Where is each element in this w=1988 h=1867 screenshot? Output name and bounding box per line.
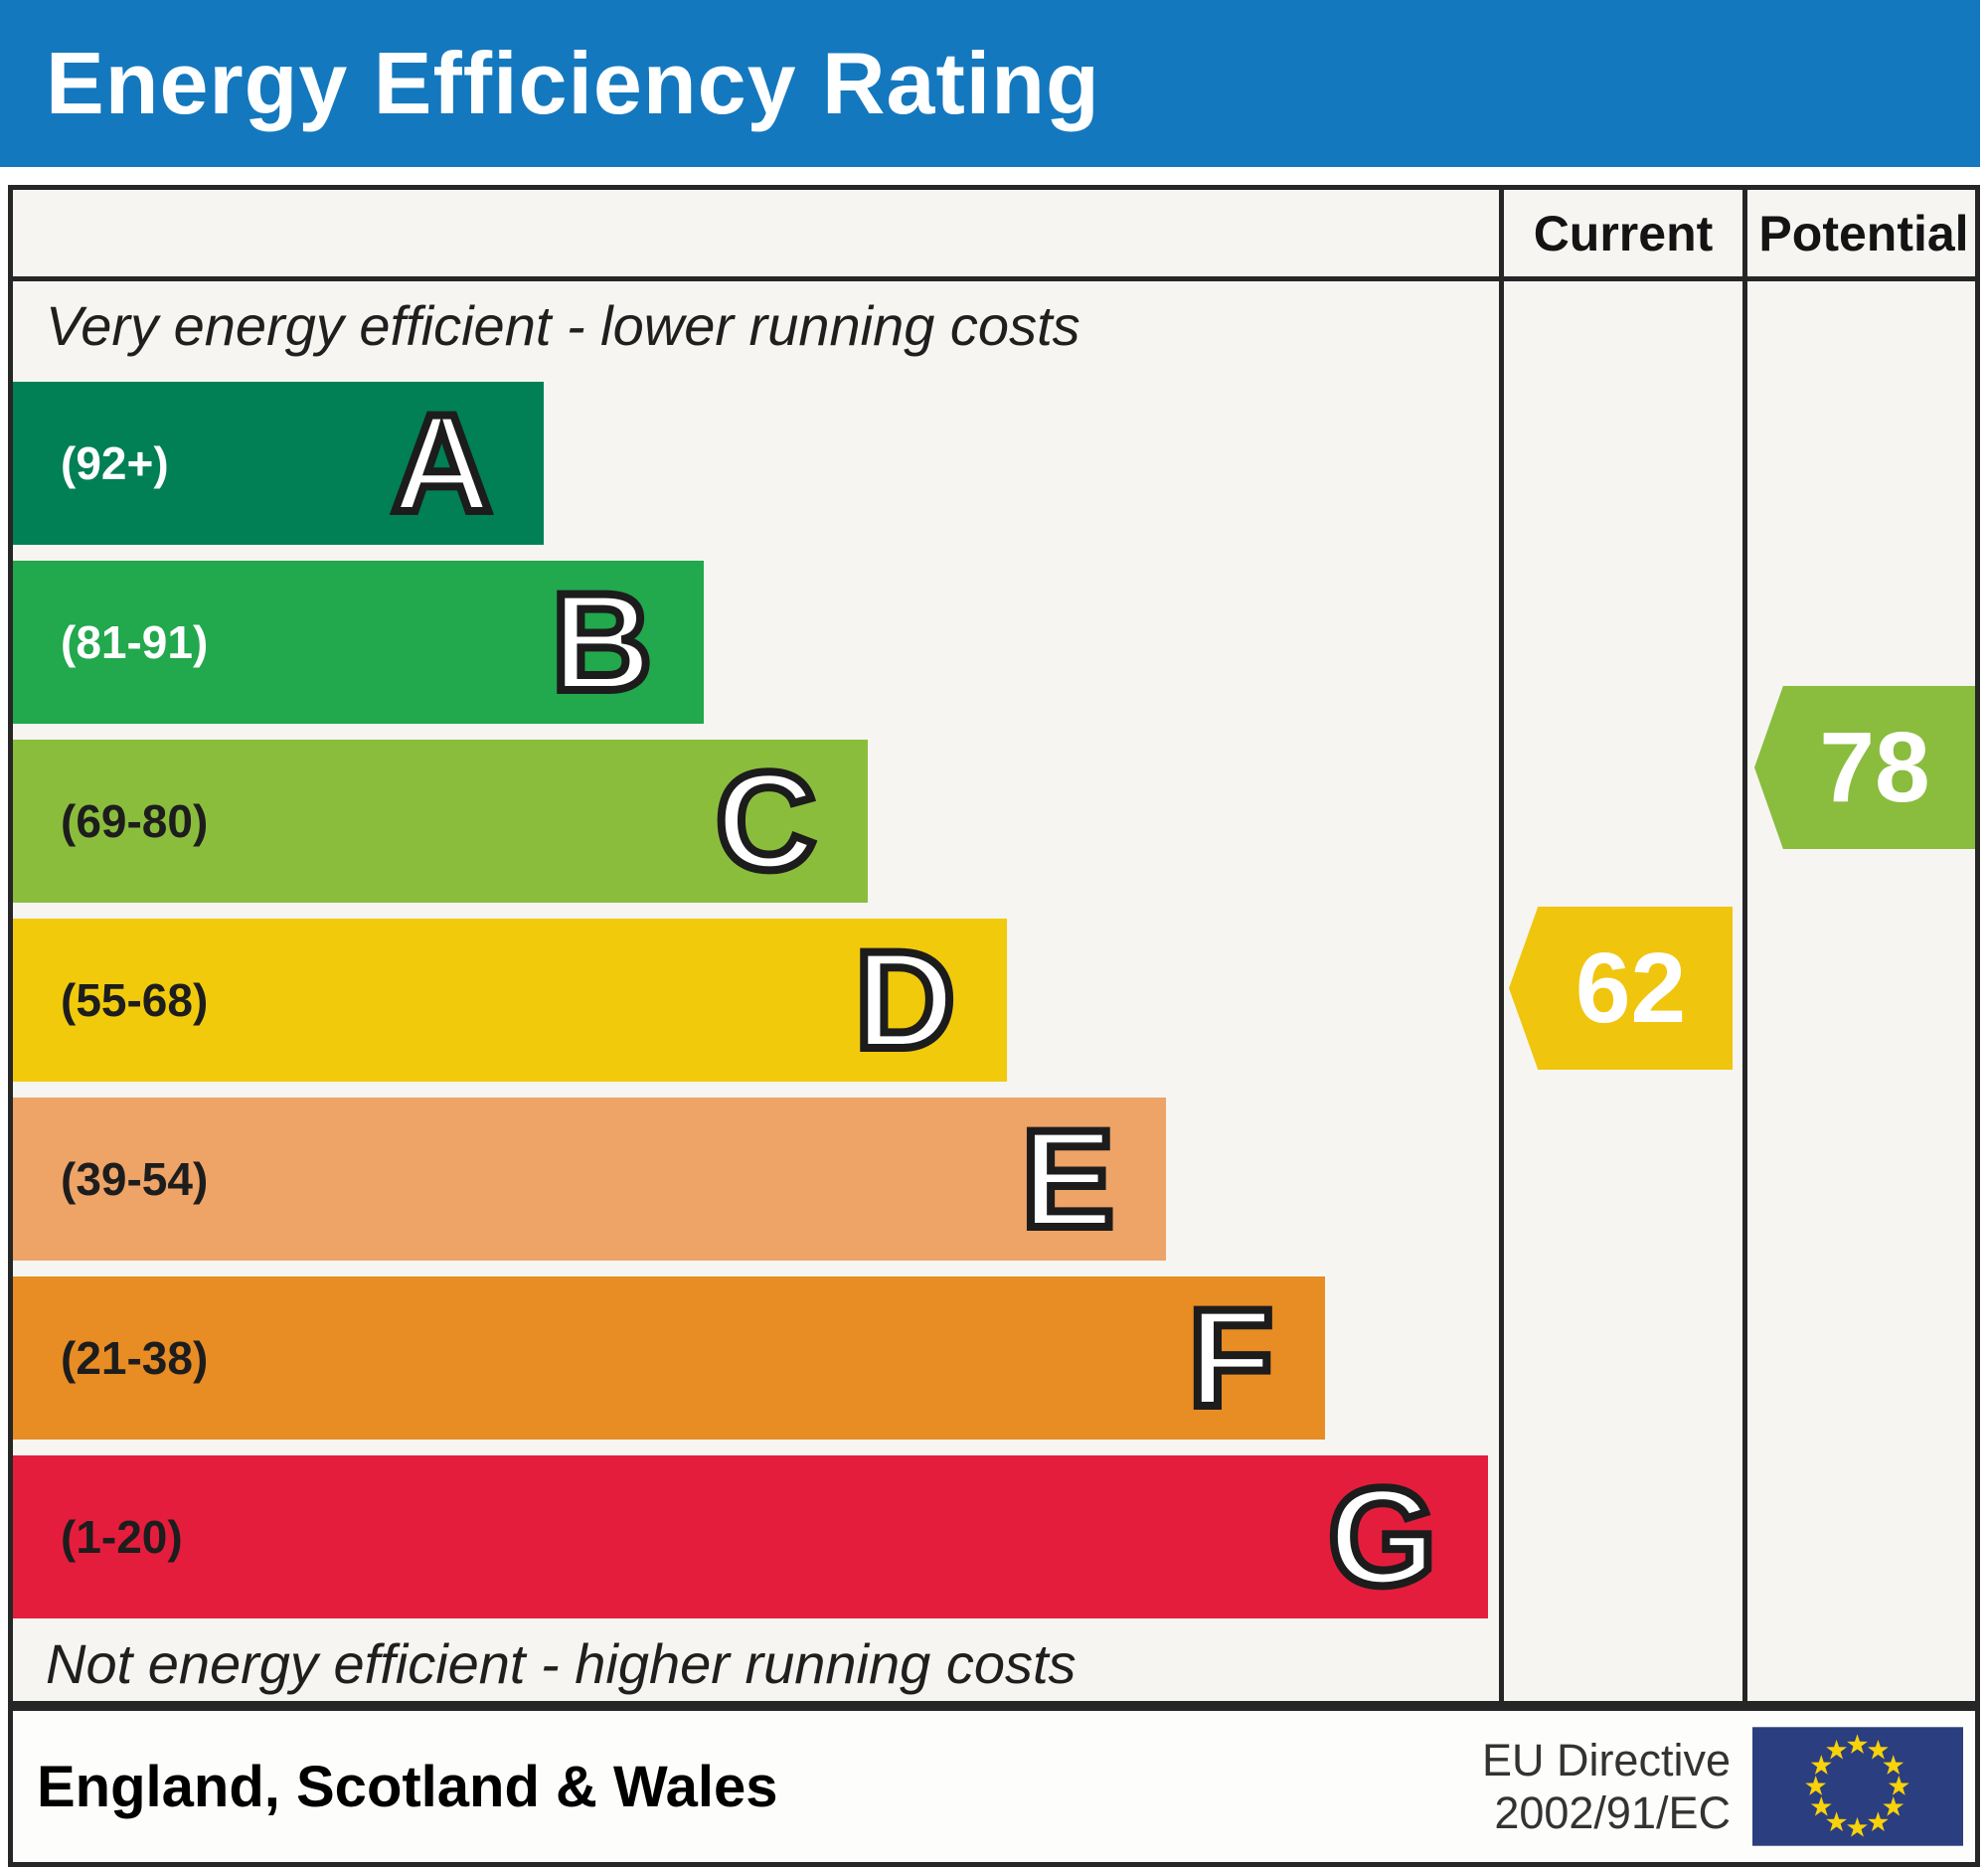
band-letter: A: [388, 381, 496, 545]
top-note: Very energy efficient - lower running co…: [46, 294, 1080, 357]
band-row-c: (69-80) C: [13, 739, 868, 903]
band-letter: D: [851, 918, 959, 1082]
potential-rating-value: 78: [1819, 711, 1930, 823]
eu-directive-line2: 2002/91/EC: [1494, 1787, 1731, 1838]
band-row-e: (39-54) E: [13, 1097, 1166, 1261]
band-row-a: (92+) A: [13, 381, 544, 545]
eu-flag-icon: [1752, 1727, 1963, 1846]
epc-chart-table: Current Potential Very energy efficient …: [8, 185, 1980, 1706]
band-letter: G: [1324, 1454, 1440, 1618]
band-letter: E: [1018, 1097, 1118, 1261]
band-range-label: (39-54): [61, 1153, 209, 1205]
current-rating-badge: 62: [1509, 907, 1733, 1070]
band-row-d: (55-68) D: [13, 918, 1007, 1082]
current-column-header: Current: [1533, 205, 1714, 261]
band-row-g: (1-20) G: [13, 1454, 1488, 1618]
band-range-label: (69-80): [61, 795, 209, 847]
current-column-divider: [1499, 185, 1504, 1706]
band-range-label: (81-91): [61, 616, 209, 668]
band-row-b: (81-91) B: [13, 560, 704, 724]
potential-rating-badge: 78: [1754, 686, 1975, 849]
eu-directive-line1: EU Directive: [1481, 1734, 1731, 1785]
bottom-note: Not energy efficient - higher running co…: [46, 1632, 1077, 1695]
footer-right-group: EU Directive 2002/91/EC: [1482, 1727, 1963, 1846]
band-letter: B: [548, 560, 656, 724]
band-range-label: (21-38): [61, 1332, 209, 1384]
band-row-f: (21-38) F: [13, 1275, 1325, 1440]
band-range-label: (92+): [61, 437, 169, 489]
page-title: Energy Efficiency Rating: [46, 34, 1100, 132]
band-range-label: (1-20): [61, 1511, 183, 1563]
band-range-label: (55-68): [61, 974, 209, 1026]
header-divider-line: [8, 276, 1980, 281]
band-letter: F: [1184, 1275, 1276, 1440]
region-label: England, Scotland & Wales: [37, 1754, 778, 1819]
footer-bar: England, Scotland & Wales EU Directive 2…: [8, 1706, 1980, 1867]
current-rating-value: 62: [1574, 932, 1687, 1044]
epc-chart-inner: Current Potential Very energy efficient …: [8, 185, 1980, 1706]
title-bar: Energy Efficiency Rating: [0, 0, 1980, 167]
potential-column-header: Potential: [1758, 205, 1969, 261]
band-letter: C: [712, 739, 820, 903]
potential-column-divider: [1742, 185, 1747, 1706]
eu-directive-text: EU Directive 2002/91/EC: [1482, 1734, 1731, 1839]
